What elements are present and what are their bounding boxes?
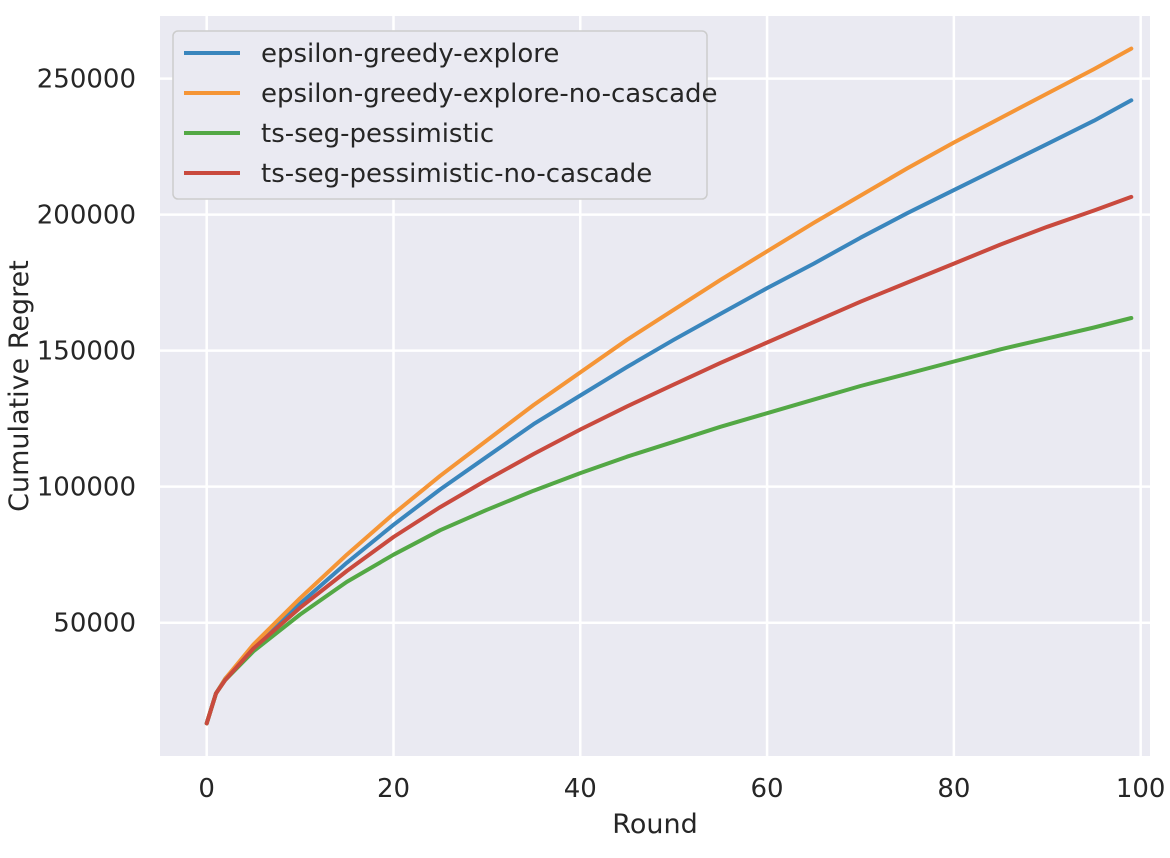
series-line-1 <box>204 46 1134 726</box>
x-tick-label: 80 <box>937 774 970 804</box>
y-tick-label: 250000 <box>37 65 136 95</box>
legend: epsilon-greedy-explore epsilon-greedy-exp… <box>172 30 718 200</box>
y-tick-label: 200000 <box>37 201 136 231</box>
y-tick-label: 100000 <box>37 473 136 503</box>
legend-box <box>172 30 708 200</box>
x-axis: 0 20 40 60 80 100 <box>198 774 1165 804</box>
y-axis: 50000 100000 150000 200000 250000 <box>37 65 136 639</box>
legend-label: epsilon-greedy-explore-no-cascade <box>261 79 718 109</box>
x-tick-label: 40 <box>564 774 597 804</box>
x-axis-label: Round <box>612 809 697 840</box>
series-line-2 <box>204 316 1134 726</box>
x-tick-label: 20 <box>377 774 410 804</box>
series-line-0 <box>204 98 1134 726</box>
series-layer <box>204 46 1134 726</box>
y-tick-label: 50000 <box>53 609 136 639</box>
legend-label: ts-seg-pessimistic <box>261 119 494 149</box>
x-tick-label: 100 <box>1116 774 1166 804</box>
legend-label: epsilon-greedy-explore <box>261 39 559 69</box>
x-tick-label: 0 <box>198 774 215 804</box>
y-tick-label: 150000 <box>37 337 136 367</box>
x-tick-label: 60 <box>751 774 784 804</box>
legend-label: ts-seg-pessimistic-no-cascade <box>261 159 652 189</box>
series-line-3 <box>204 194 1134 726</box>
y-axis-label: Cumulative Regret <box>4 260 35 512</box>
